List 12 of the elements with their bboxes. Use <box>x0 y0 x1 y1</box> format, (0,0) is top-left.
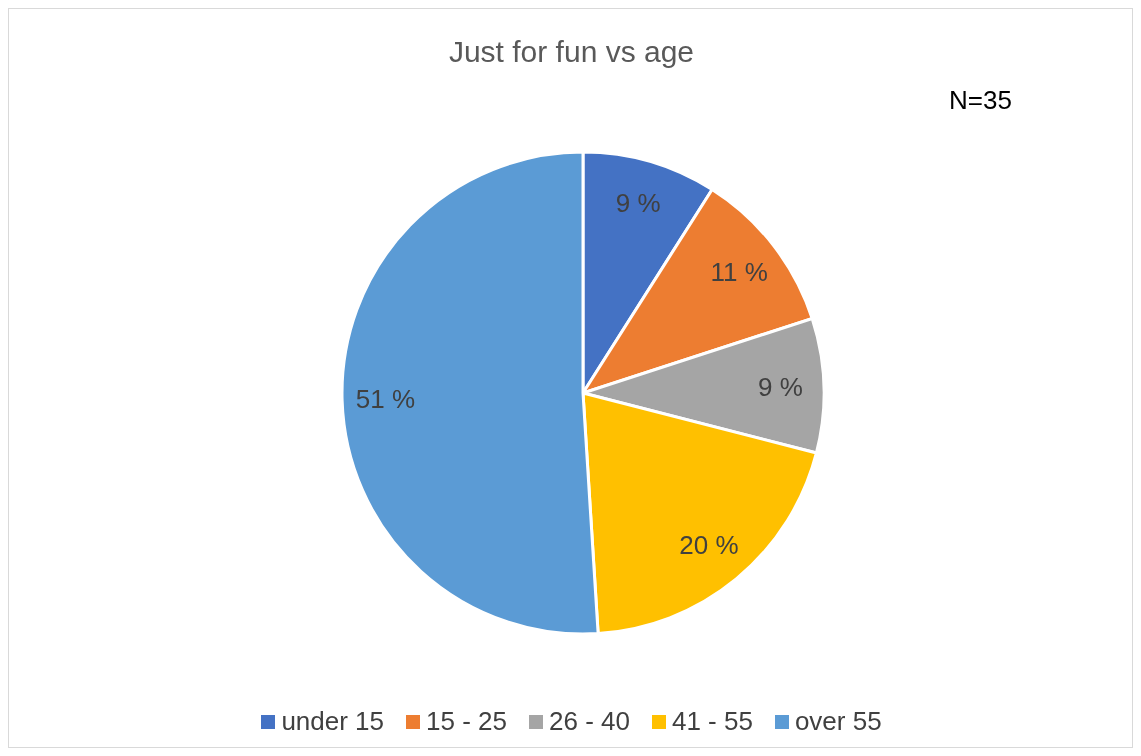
legend-label: under 15 <box>280 706 385 737</box>
data-label: 9 % <box>758 371 803 402</box>
chart-title: Just for fun vs age <box>447 35 696 69</box>
text: N=35 <box>949 85 1012 116</box>
data-label: 20 % <box>679 530 739 561</box>
data-label: 11 % <box>710 256 768 287</box>
legend-label: 26 - 40 <box>548 706 630 737</box>
legend-label: over 55 <box>793 706 882 737</box>
legend-label: 41 - 55 <box>670 706 753 737</box>
legend-label: 15 - 25 <box>425 706 507 737</box>
data-label: 51 % <box>355 384 416 415</box>
data-label: 9 % <box>615 188 661 219</box>
